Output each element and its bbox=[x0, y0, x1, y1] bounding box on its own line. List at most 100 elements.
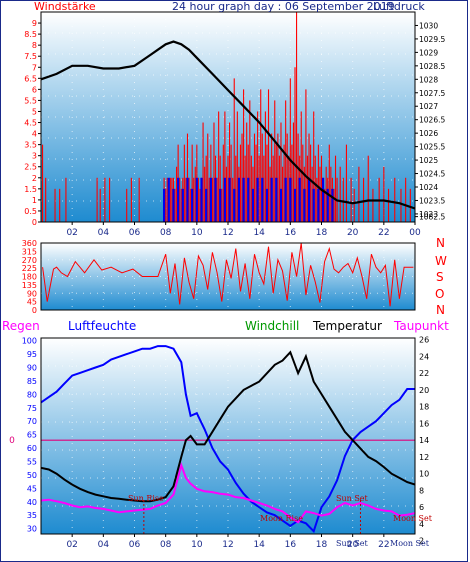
temperature-tick-label: 10 bbox=[419, 470, 429, 479]
hour-tick-label: 10 bbox=[191, 228, 203, 238]
hour-tick-label: 20 bbox=[347, 228, 359, 238]
hour-tick-label: 00 bbox=[409, 228, 421, 238]
pressure-tick-label: 1023 bbox=[419, 210, 438, 219]
panel-direction-background bbox=[41, 243, 415, 310]
wind-tick-label: 1.5 bbox=[24, 185, 37, 194]
hour-tick-label: 04 bbox=[98, 228, 110, 238]
humidity-tick-label: 40 bbox=[27, 498, 37, 507]
hour-tick-label: 02 bbox=[66, 228, 77, 238]
pressure-axis-label: Luftdruck bbox=[373, 0, 425, 13]
wind-tick-label: 2.5 bbox=[24, 163, 37, 172]
hour-tick-label-bottom: 08 bbox=[160, 540, 172, 550]
pressure-tick-label: 1024 bbox=[419, 183, 438, 192]
hour-tick-label-bottom: 14 bbox=[253, 540, 265, 550]
hour-tick-label-bottom: 04 bbox=[98, 540, 110, 550]
hour-tick-label: 14 bbox=[253, 228, 265, 238]
wind-tick-label: 1 bbox=[32, 196, 37, 205]
hour-tick-label: 16 bbox=[285, 228, 297, 238]
direction-tick-label: 315 bbox=[22, 247, 37, 256]
hour-tick-label-bottom: 18 bbox=[316, 540, 328, 550]
direction-tick-label: 270 bbox=[22, 256, 37, 265]
humidity-tick-label: 65 bbox=[27, 431, 37, 440]
pressure-tick-label: 1030 bbox=[419, 21, 438, 30]
humidity-tick-label: 85 bbox=[27, 377, 37, 386]
legend-dewpoint: Taupunkt bbox=[394, 319, 449, 333]
temperature-tick-label: 18 bbox=[419, 403, 429, 412]
humidity-tick-label: 80 bbox=[27, 390, 37, 399]
pressure-tick-label: 1028.5 bbox=[419, 62, 445, 71]
rain-zero-label: 0 bbox=[9, 436, 15, 446]
chart-title: 24 hour graph day : 06 September 2019 bbox=[172, 0, 395, 13]
direction-label-s: S bbox=[436, 270, 444, 284]
humidity-tick-label: 100 bbox=[22, 337, 37, 346]
legend-temperature: Temperatur bbox=[313, 319, 382, 333]
wind-tick-label: 0.5 bbox=[24, 207, 37, 216]
hour-tick-label: 22 bbox=[378, 228, 389, 238]
direction-tick-label: 360 bbox=[22, 239, 37, 248]
pressure-tick-label: 1026 bbox=[419, 129, 438, 138]
pressure-tick-label: 1026.5 bbox=[419, 116, 445, 125]
humidity-line bbox=[41, 345, 415, 534]
pressure-tick-label: 1025.5 bbox=[419, 143, 445, 152]
legend-humidity: Luftfeuchte bbox=[68, 319, 137, 333]
temperature-line bbox=[41, 350, 415, 503]
temperature-tick-label: 8 bbox=[419, 486, 424, 495]
wind-tick-label: 9 bbox=[32, 19, 37, 28]
wind-tick-label: 6.5 bbox=[24, 74, 37, 83]
temperature-tick-label: 26 bbox=[419, 336, 429, 345]
wind-tick-label: 3 bbox=[32, 152, 37, 161]
pressure-tick-label: 1024.5 bbox=[419, 170, 445, 179]
direction-tick-label: 180 bbox=[22, 273, 37, 282]
temperature-tick-label: 6 bbox=[419, 503, 424, 512]
temperature-tick-label: 2 bbox=[419, 537, 424, 546]
wind-tick-label: 5.5 bbox=[24, 96, 37, 105]
direction-tick-label: 90 bbox=[27, 289, 37, 298]
moon-set-label-upper: Moon Set bbox=[393, 514, 432, 523]
direction-tick-label: 45 bbox=[27, 298, 37, 307]
wind-bars-group bbox=[42, 12, 411, 222]
wind-tick-label: 4.5 bbox=[24, 119, 37, 128]
temperature-tick-label: 14 bbox=[419, 436, 429, 445]
wind-direction-line bbox=[42, 243, 414, 307]
direction-label-n-top: N bbox=[436, 236, 445, 250]
humidity-tick-label: 35 bbox=[27, 511, 37, 520]
pressure-tick-label: 1023.5 bbox=[419, 196, 445, 205]
wind-tick-label: 6 bbox=[32, 85, 37, 94]
humidity-tick-label: 50 bbox=[27, 471, 37, 480]
sun-set-label-upper: Sun Set bbox=[336, 494, 368, 503]
temperature-tick-label: 20 bbox=[419, 386, 429, 395]
pressure-tick-label: 1029 bbox=[419, 48, 438, 57]
wind-axis-label: Windstärke bbox=[34, 0, 96, 13]
temperature-tick-label: 22 bbox=[419, 369, 429, 378]
direction-tick-label: 0 bbox=[32, 306, 37, 315]
moon-set-label-axis: Moon Set bbox=[390, 539, 429, 548]
sun-set-label-axis: Sun Set bbox=[336, 539, 368, 548]
pressure-tick-label: 1027.5 bbox=[419, 89, 445, 98]
pressure-tick-label: 1082.5 bbox=[419, 213, 445, 222]
wind-tick-label: 0 bbox=[32, 218, 37, 227]
humidity-tick-label: 30 bbox=[27, 525, 37, 534]
wind-tick-label: 2 bbox=[32, 174, 37, 183]
hour-tick-label-bottom: 16 bbox=[285, 540, 297, 550]
hour-tick-label: 06 bbox=[129, 228, 141, 238]
wind-tick-label: 4 bbox=[32, 130, 37, 139]
pressure-tick-label: 1028 bbox=[419, 75, 438, 84]
temperature-tick-label: 24 bbox=[419, 352, 429, 361]
hour-tick-label: 18 bbox=[316, 228, 328, 238]
moon-rise-label: Moon Rise bbox=[260, 514, 303, 523]
humidity-tick-label: 75 bbox=[27, 404, 37, 413]
wind-tick-label: 7.5 bbox=[24, 52, 37, 61]
hour-tick-label-bottom: 02 bbox=[66, 540, 77, 550]
humidity-tick-label: 45 bbox=[27, 484, 37, 493]
legend-windchill: Windchill bbox=[245, 319, 300, 333]
pressure-tick-label: 1025 bbox=[419, 156, 438, 165]
hour-tick-label: 08 bbox=[160, 228, 172, 238]
hour-tick-label-bottom: 06 bbox=[129, 540, 141, 550]
wind-tick-label: 8.5 bbox=[24, 30, 37, 39]
wind-tick-label: 8 bbox=[32, 41, 37, 50]
direction-label-n-bottom: N bbox=[436, 303, 445, 317]
temperature-tick-label: 16 bbox=[419, 419, 429, 428]
humidity-tick-label: 90 bbox=[27, 364, 37, 373]
direction-tick-label: 225 bbox=[22, 264, 37, 273]
humidity-tick-label: 55 bbox=[27, 458, 37, 467]
